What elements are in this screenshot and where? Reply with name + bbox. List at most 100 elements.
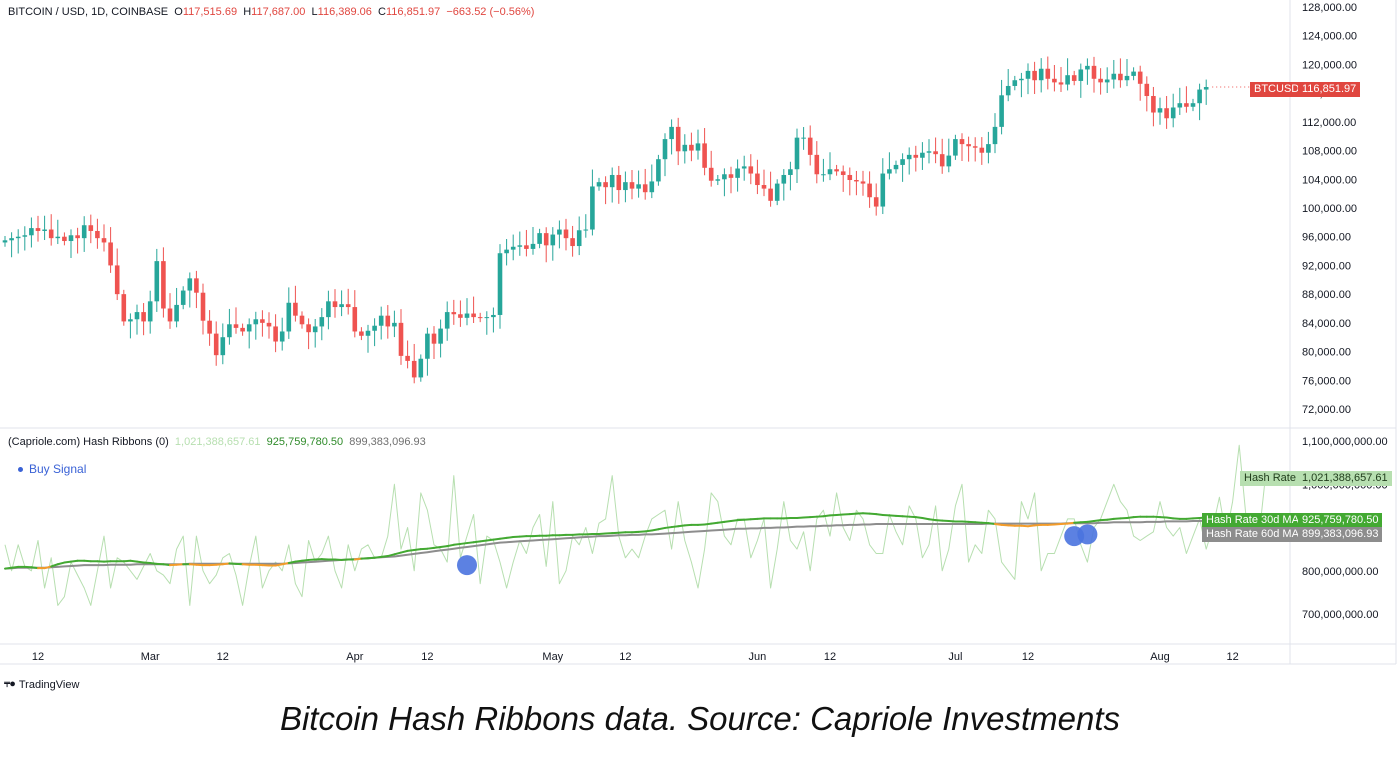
candle-body <box>398 322 404 356</box>
hash-rate-line <box>4 444 1267 606</box>
hash-ma30-segment <box>1066 521 1076 525</box>
buy-signal-marker <box>1077 524 1098 545</box>
figure-caption: Bitcoin Hash Ribbons data. Source: Capri… <box>279 700 1121 737</box>
candle-body <box>629 182 635 189</box>
hash-ma30-segment <box>730 519 739 523</box>
candle-body <box>62 236 67 242</box>
candle-body <box>1151 96 1156 113</box>
tradingview-branding[interactable]: ⫧● TradingView <box>4 678 79 691</box>
time-tick-label: May <box>542 651 563 663</box>
candle-body <box>814 154 820 175</box>
close-value: 116,851.97 <box>385 6 441 18</box>
time-tick-label: 12 <box>1226 651 1238 663</box>
candle-body <box>1012 80 1018 86</box>
candle-body <box>596 182 602 187</box>
candle-body <box>1019 78 1024 81</box>
candle-body <box>306 324 311 333</box>
price-tick-label: 92,000.00 <box>1302 260 1351 272</box>
hash-ma30-segment <box>274 563 284 567</box>
time-tick-label: Mar <box>141 651 160 663</box>
candle-body <box>68 235 74 242</box>
candle-body <box>286 302 292 332</box>
hash-ma30-segment <box>650 528 660 532</box>
candle-body <box>524 245 529 249</box>
candle-body <box>1078 69 1084 81</box>
hash-ma30-segment <box>413 548 422 551</box>
open-key: O <box>174 6 183 18</box>
hash-ma30-segment <box>670 525 680 529</box>
candle-body <box>992 126 998 145</box>
candle-body <box>887 169 892 174</box>
hash-ma30-segment <box>373 555 383 559</box>
candle-body <box>352 307 358 332</box>
candle-body <box>636 184 641 189</box>
candle-body <box>293 302 298 316</box>
candle-body <box>161 261 166 309</box>
hash-ma30-segment <box>294 559 303 563</box>
candle-body <box>464 313 470 318</box>
candle-body <box>35 228 41 231</box>
candle-body <box>781 174 787 184</box>
buy-signal-dot-icon <box>18 467 23 473</box>
time-tick-label: Jul <box>948 651 962 663</box>
candle-body <box>405 355 410 361</box>
candle-body <box>926 151 932 153</box>
candle-body <box>220 337 226 356</box>
candle-body <box>1137 71 1143 84</box>
candle-body <box>656 159 661 182</box>
candle-body <box>233 324 239 328</box>
candle-body <box>583 229 589 231</box>
candle-body <box>15 236 21 239</box>
candle-body <box>801 137 806 139</box>
candle-body <box>88 225 94 231</box>
candle-body <box>253 319 259 325</box>
candle-body <box>880 173 886 207</box>
chart-svg[interactable]: 128,000.00124,000.00120,000.00116,000.00… <box>0 0 1400 670</box>
hash-ma30-segment <box>723 520 732 523</box>
candle-body <box>821 174 826 176</box>
change-value: −663.52 (−0.56%) <box>446 6 535 18</box>
candle-body <box>180 290 186 305</box>
hash-ma30-segment <box>70 559 79 563</box>
candle-body <box>689 144 694 151</box>
candle-body <box>642 184 648 193</box>
chart-area[interactable]: 128,000.00124,000.00120,000.00116,000.00… <box>0 0 1400 670</box>
candle-body <box>365 330 371 336</box>
candle-body <box>1203 87 1209 90</box>
candle-body <box>174 304 179 322</box>
candle-body <box>1124 75 1130 81</box>
candle-body <box>603 182 608 188</box>
candle-body <box>768 188 773 201</box>
candle-body <box>530 243 536 249</box>
candle-body <box>966 144 971 147</box>
candle-body <box>141 312 146 322</box>
hash-ma30-segment <box>1165 516 1175 520</box>
candle-body <box>392 322 397 327</box>
candle-body <box>682 144 688 152</box>
candle-body <box>207 320 212 334</box>
candle-body <box>101 238 107 243</box>
candle-body <box>550 234 556 246</box>
candle-body <box>9 238 14 241</box>
candle-body <box>128 319 133 322</box>
hash-ma30-segment <box>63 560 72 564</box>
hash-ma30-segment <box>492 537 501 541</box>
hash-ma30-segment <box>380 555 389 558</box>
candle-body <box>1144 83 1150 97</box>
candle-body <box>1164 108 1169 119</box>
candle-body <box>372 325 377 331</box>
tradingview-label: TradingView <box>18 678 80 691</box>
hash-ma30-segment <box>426 546 435 550</box>
hash-ma30-segment <box>446 543 455 548</box>
candle-body <box>167 308 173 322</box>
candle-body <box>29 228 34 236</box>
candle-body <box>299 315 305 325</box>
ma60-tag-value: 899,383,096.93 <box>1298 527 1383 542</box>
hash-ma30-segment <box>716 520 726 524</box>
candle-body <box>662 139 668 160</box>
hash-ma30-segment <box>129 559 138 563</box>
candle-body <box>378 315 384 326</box>
hash-ma30-segment <box>459 542 468 545</box>
candle-body <box>543 233 549 246</box>
hash-ma30-segment <box>287 560 297 564</box>
